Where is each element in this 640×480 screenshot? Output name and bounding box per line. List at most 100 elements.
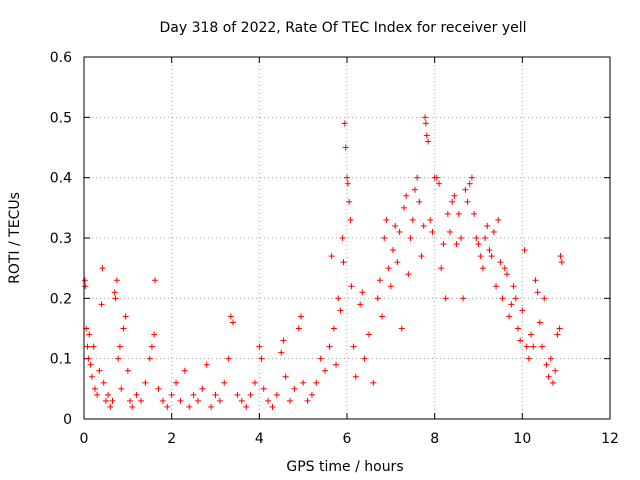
data-point [152, 277, 159, 284]
data-point [407, 235, 414, 241]
data-point [554, 331, 561, 338]
data-point [541, 295, 548, 302]
data-point [449, 198, 456, 205]
data-point [337, 307, 344, 314]
data-point [234, 391, 241, 398]
data-point [422, 114, 429, 121]
data-point [335, 295, 342, 302]
data-point [208, 403, 215, 410]
data-point [330, 325, 337, 332]
data-point [411, 186, 418, 193]
data-point [557, 253, 564, 260]
data-point [499, 295, 506, 302]
data-point [127, 397, 134, 404]
data-point [151, 331, 158, 338]
data-point [90, 343, 97, 350]
data-point [405, 271, 412, 278]
data-point [396, 228, 403, 235]
data-point [98, 301, 105, 308]
data-point [403, 192, 410, 199]
data-point [87, 361, 94, 368]
y-tick-label: 0.5 [50, 110, 72, 126]
data-point [447, 228, 454, 235]
data-point [379, 313, 386, 320]
data-point [510, 283, 517, 290]
data-point [326, 343, 333, 350]
data-point [438, 265, 445, 272]
data-point [227, 313, 234, 320]
data-point [442, 295, 449, 302]
data-point [84, 343, 91, 350]
data-point [385, 265, 392, 272]
data-point [133, 391, 140, 398]
data-point [164, 403, 171, 410]
data-point [260, 385, 267, 392]
data-point [225, 355, 232, 362]
data-point [532, 277, 539, 284]
x-tick-label: 4 [255, 431, 264, 447]
data-point [486, 247, 493, 254]
data-point [243, 403, 250, 410]
data-point [490, 228, 497, 235]
data-point [495, 216, 502, 223]
data-point [514, 325, 521, 332]
data-point [521, 247, 528, 254]
data-point [525, 355, 532, 362]
data-point [313, 379, 320, 386]
data-point [444, 210, 451, 217]
data-point [190, 391, 197, 398]
data-point [383, 216, 390, 223]
data-point [471, 210, 478, 217]
data-point [528, 331, 535, 338]
data-point [137, 397, 144, 404]
data-point [342, 144, 349, 151]
data-point [107, 403, 114, 410]
data-point [308, 391, 315, 398]
data-point [427, 216, 434, 223]
data-point [464, 198, 471, 205]
data-point [558, 259, 565, 266]
data-point [550, 379, 557, 386]
x-tick-label: 6 [343, 431, 352, 447]
data-point [82, 283, 89, 290]
data-point [387, 283, 394, 290]
data-point [168, 391, 175, 398]
data-point [409, 216, 416, 223]
data-point [512, 295, 519, 302]
data-point [124, 367, 131, 374]
data-point [322, 367, 329, 374]
data-point [545, 373, 552, 380]
data-point [344, 174, 350, 181]
data-point [536, 319, 543, 326]
data-point [100, 379, 107, 386]
data-point [258, 355, 265, 362]
data-point [142, 379, 149, 386]
data-point [221, 379, 228, 386]
data-point [339, 235, 346, 241]
data-point [328, 253, 335, 260]
data-point [477, 253, 484, 260]
data-point [155, 385, 162, 392]
data-point [350, 343, 357, 350]
data-point [466, 180, 473, 187]
data-point [304, 397, 311, 404]
y-axis-label: ROTI / TECUs [7, 192, 23, 284]
data-point [422, 120, 429, 127]
data-point [280, 337, 287, 344]
data-point [256, 343, 263, 350]
data-point [359, 289, 366, 296]
y-tick-label: 0.2 [50, 291, 72, 307]
data-point [199, 385, 206, 392]
data-point [203, 361, 210, 368]
data-point [94, 391, 101, 398]
data-point [247, 391, 254, 398]
data-point [462, 186, 469, 193]
data-point [392, 222, 399, 229]
data-point [269, 403, 276, 410]
data-point [120, 325, 127, 332]
data-point [85, 355, 92, 362]
data-point [357, 301, 364, 308]
data-point [468, 174, 475, 181]
